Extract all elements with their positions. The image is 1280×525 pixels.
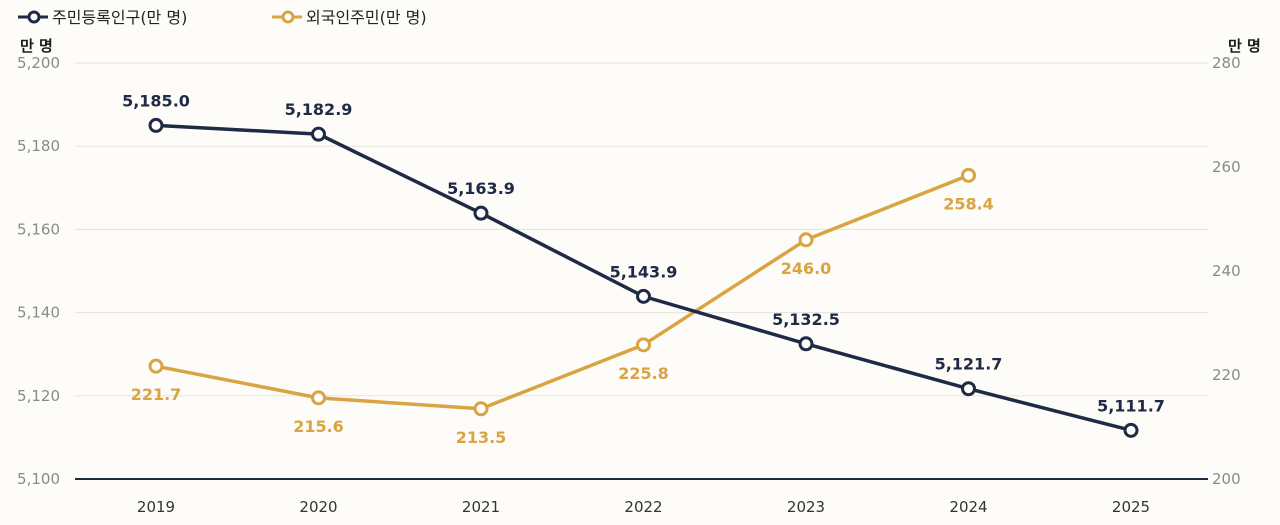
series-layer: 221.7 215.6 213.5 225.8 246.0 258.4 5,185.0 5,1… [122, 91, 1165, 446]
foreign-resident-data-label: 246.0 [781, 259, 832, 278]
left-tick-label: 5,100 [17, 470, 60, 488]
gridlines [75, 62, 1208, 397]
left-tick-label: 5,200 [17, 54, 60, 72]
legend-item-resident: 주민등록인구(만 명) [18, 8, 187, 27]
foreign-resident-data-label: 258.4 [943, 194, 994, 213]
x-tick-label: 2022 [624, 498, 662, 516]
registered-population-data-label: 5,132.5 [772, 310, 840, 329]
x-axis-ticks: 2019 2020 2021 2022 2023 2024 2025 [137, 498, 1150, 516]
foreign-resident-data-label: 215.6 [293, 417, 344, 436]
registered-population-point [311, 126, 326, 142]
foreign-resident-line [155, 173, 970, 411]
x-tick-label: 2020 [299, 498, 337, 516]
right-tick-label: 260 [1212, 158, 1241, 176]
right-tick-label: 200 [1212, 470, 1241, 488]
left-tick-label: 5,120 [17, 387, 60, 405]
registered-population-data-label: 5,121.7 [935, 355, 1003, 374]
registered-population-point [1123, 422, 1139, 438]
registered-population-data-label: 5,143.9 [610, 262, 678, 281]
foreign-resident-point [961, 167, 976, 183]
x-tick-label: 2024 [949, 498, 987, 516]
registered-population-data-label: 5,185.0 [122, 91, 190, 110]
registered-population-data-label: 5,163.9 [447, 179, 515, 198]
registered-population-point [961, 381, 976, 397]
registered-population-point [636, 288, 651, 304]
left-axis-ticks: 5,100 5,120 5,140 5,160 5,180 5,200 [17, 54, 60, 488]
registered-population-data-label: 5,182.9 [285, 100, 353, 119]
right-tick-label: 220 [1212, 366, 1241, 384]
x-tick-label: 2025 [1112, 498, 1150, 516]
foreign-resident-data-label: 221.7 [131, 385, 182, 404]
left-tick-label: 5,180 [17, 137, 60, 155]
foreign-resident-point [473, 401, 489, 417]
legend: 주민등록인구(만 명) 외국인주민(만 명) [18, 8, 427, 27]
registered-population-point [473, 205, 489, 221]
foreign-resident-point [636, 337, 651, 353]
registered-population-point [798, 336, 814, 352]
foreign-resident-point [798, 232, 814, 248]
right-tick-label: 240 [1212, 262, 1241, 280]
foreign-resident-data-label: 213.5 [456, 428, 507, 447]
left-axis-unit: 만 명 [20, 37, 53, 55]
legend-resident-label: 주민등록인구(만 명) [52, 8, 187, 27]
registered-population-point [148, 117, 164, 133]
x-tick-label: 2019 [137, 498, 175, 516]
legend-foreign-swatch-marker [281, 10, 295, 24]
legend-foreign-label: 외국인주민(만 명) [306, 8, 427, 27]
x-tick-label: 2021 [462, 498, 500, 516]
legend-resident-swatch-marker [27, 10, 41, 24]
foreign-resident-data-label: 225.8 [618, 364, 669, 383]
foreign-resident-point [148, 358, 164, 374]
x-tick-label: 2023 [787, 498, 825, 516]
right-axis-ticks: 200 220 240 260 280 [1212, 54, 1241, 488]
right-axis-unit: 만 명 [1228, 37, 1261, 55]
registered-population-data-label: 5,111.7 [1097, 396, 1165, 415]
foreign-resident-point [311, 390, 326, 406]
right-tick-label: 280 [1212, 54, 1241, 72]
left-tick-label: 5,160 [17, 220, 60, 238]
left-tick-label: 5,140 [17, 304, 60, 322]
legend-item-foreign: 외국인주민(만 명) [272, 8, 427, 27]
